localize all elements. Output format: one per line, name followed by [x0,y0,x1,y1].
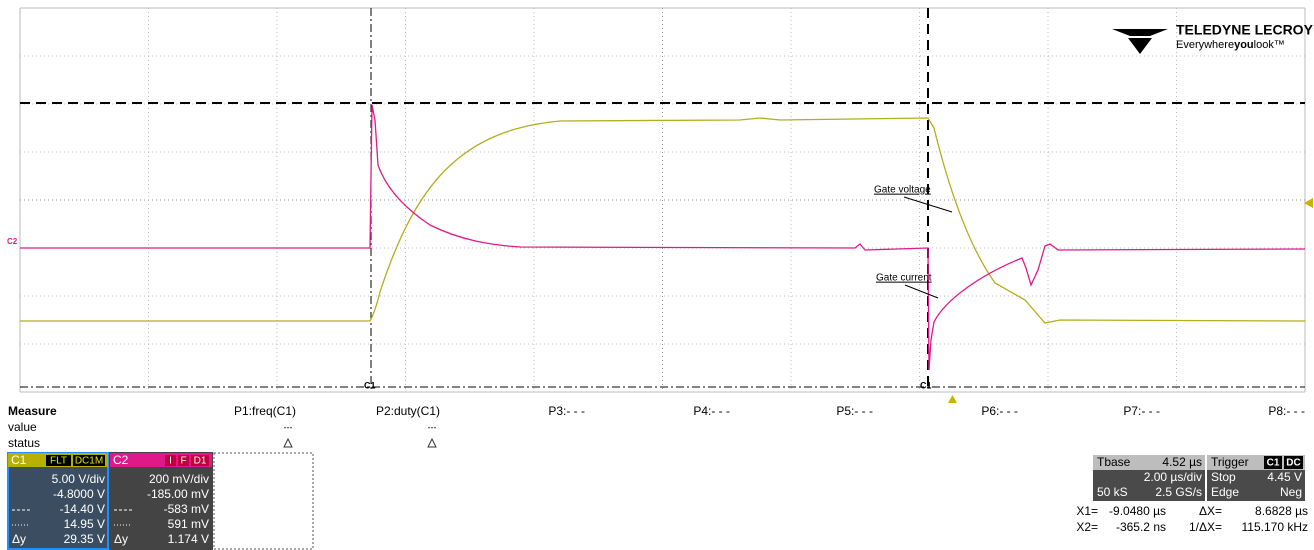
tagline-part: Everywhere [1176,39,1234,51]
channel-delta: 29.35 V [64,532,105,546]
logo-icon [1112,29,1168,36]
trigger-level-marker [1304,198,1313,208]
trigger-label: Trigger [1211,455,1249,469]
offset-marker: C2 [7,237,18,246]
status-icon [427,437,437,448]
trigger-slope: Neg [1280,485,1302,499]
measure-title: Measure [8,404,57,418]
tagline-part: you [1234,39,1254,51]
channel-tag: I [169,456,172,467]
cursor-value: -9.0480 µs [1109,504,1166,518]
tag-bg [178,455,189,466]
empty-slot [213,452,314,550]
measure-param: P5:- - - [836,404,873,418]
trace-label: Gate voltage [874,185,931,196]
timebase-samples: 50 kS [1097,485,1128,499]
measure-value: --- [284,422,293,432]
channel-cursor2: 591 mV [168,517,209,531]
measure-param: P1:freq(C1) [234,404,296,418]
measure-param: P6:- - - [981,404,1018,418]
channel-tag: D1 [194,456,207,467]
cursor-label: ΔX= [1199,504,1222,518]
row-label: value [8,420,37,434]
channel-offset: -185.00 mV [147,487,209,501]
channel-panels: C1 DC1M FLT 5.00 V/div-4.8000 V-14.40 V14.9… [7,452,213,550]
logo-brand: TELEDYNE LECROY [1176,22,1314,38]
trigger-position-marker [948,395,957,403]
tag-bg [165,455,176,466]
trigger-type: Edge [1211,485,1239,499]
logo: TELEDYNE LECROY Everywhereyoulook™ [1112,22,1314,54]
channel-cursor1: -14.40 V [60,502,105,516]
channel-offset: -4.8000 V [53,487,105,501]
timebase-scale: 2.00 µs/div [1144,470,1202,484]
leader-line [904,284,939,299]
channel-scale: 5.00 V/div [52,472,105,486]
timebase-label: Tbase [1097,455,1131,469]
gate-voltage-trace [20,117,1306,324]
channel-name: C1 [11,453,27,467]
panel-body [1207,470,1305,501]
leader-line [903,196,953,213]
logo-icon [1128,38,1152,54]
cursor-value: 115.170 kHz [1242,520,1309,534]
measure-param: P4:- - - [693,404,730,418]
timebase-rate: 2.5 GS/s [1155,485,1202,499]
channel-tag: F [180,456,186,467]
tag-bg [73,455,105,466]
trace-label: Gate current [876,273,932,284]
timebase-delay: 4.52 µs [1162,455,1202,469]
delta-label: Δy [12,532,26,546]
cursor-label: X2= [1076,520,1098,534]
trigger-mode: Stop [1211,470,1236,484]
cursor-marker: C1 [920,380,932,390]
trigger-tag: C1 [1267,458,1280,469]
channel-name: C2 [113,453,129,467]
channel-tag: FLT [50,456,67,467]
panel-header [1093,455,1205,470]
graticule [19,7,1306,393]
delta-label: Δy [114,532,128,546]
measure-param: P2:duty(C1) [376,404,440,418]
cursor-value: -365.2 ns [1116,520,1166,534]
gate-current-trace [20,104,1306,371]
channel-cursor1: -583 mV [164,502,209,516]
measure-param: P8:- - - [1268,404,1305,418]
tag-bg [46,455,71,466]
status-icon [283,437,293,448]
measure-value: --- [428,422,437,432]
tagline-part: look™ [1254,39,1285,51]
channel-body [109,452,213,550]
tag-bg [1284,456,1303,469]
channel-body [7,452,109,550]
cursor-label: X1= [1076,504,1098,518]
panel-body [1093,470,1205,501]
tag-bg [1264,456,1282,469]
channel-scale: 200 mV/div [149,472,209,486]
cursor-value: 8.6828 µs [1255,504,1308,518]
tag-bg [191,455,209,466]
measure-param: P7:- - - [1123,404,1160,418]
measure-param: P3:- - - [548,404,585,418]
channel-tag: DC1M [75,456,103,467]
row-label: status [8,436,40,450]
cursor-marker: C1 [364,380,376,390]
measure-params: P1:freq(C1) P2:duty(C1) P3:- - - P4:- - - P5… [234,404,1305,418]
logo-tagline: Everywhereyoulook™ [1176,39,1285,51]
cursor-label: 1/ΔX= [1189,520,1222,534]
trigger-tag: DC [1286,458,1300,469]
trigger-level: 4.45 V [1267,470,1302,484]
channel-cursor2: 14.95 V [64,517,105,531]
channel-delta: 1.174 V [168,532,209,546]
